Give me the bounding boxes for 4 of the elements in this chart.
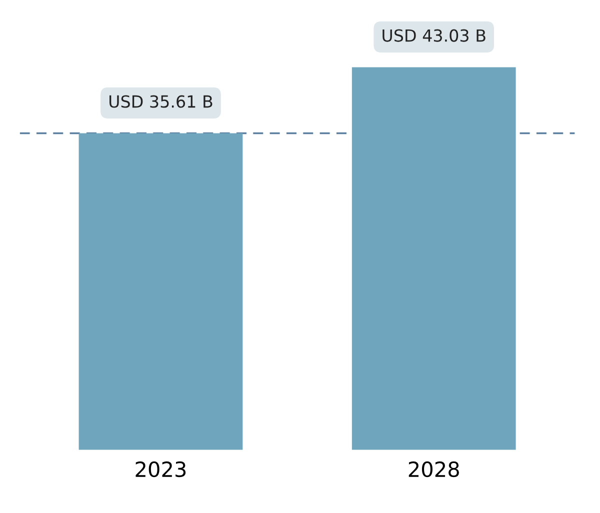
data-label: USD 43.03 B xyxy=(382,29,486,42)
x-tick-label: 2028 xyxy=(408,461,459,478)
x-tick-label: 2023 xyxy=(136,461,186,478)
data-label: USD 35.61 B xyxy=(110,95,212,108)
